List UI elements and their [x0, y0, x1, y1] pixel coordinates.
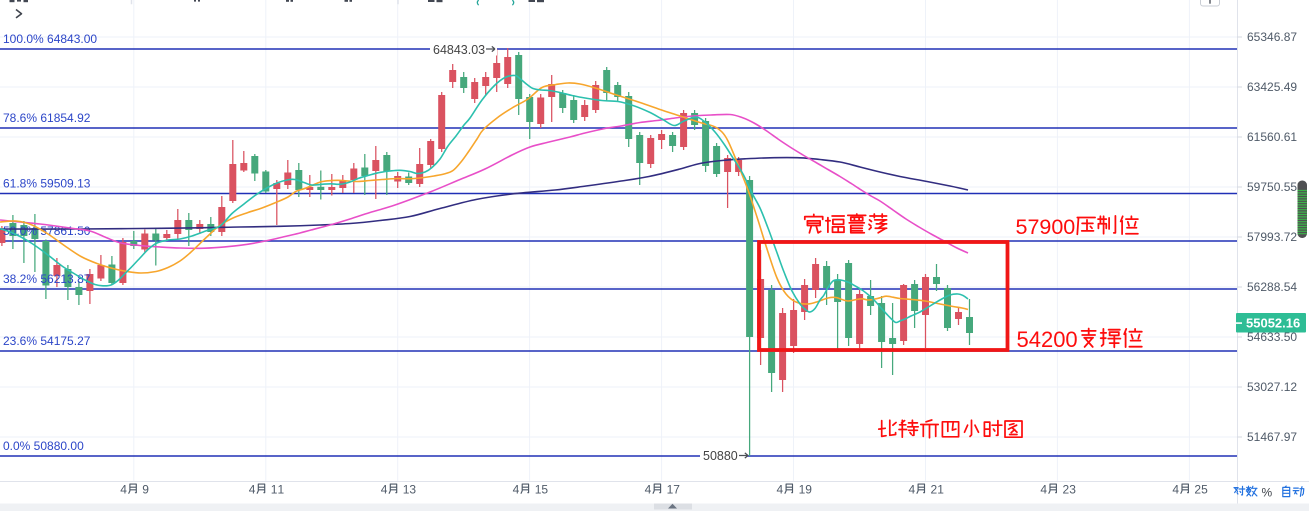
svg-text:1: 1 [937, 483, 944, 497]
svg-text:9: 9 [805, 483, 812, 497]
svg-text:23.6% 54175.27: 23.6% 54175.27 [3, 334, 91, 348]
svg-text:50880: 50880 [703, 449, 738, 463]
svg-text:5: 5 [1017, 327, 1029, 352]
svg-text:4: 4 [1040, 483, 1047, 497]
svg-text:2: 2 [1063, 483, 1070, 497]
svg-text:1: 1 [667, 483, 674, 497]
svg-text:2: 2 [1041, 327, 1053, 352]
svg-text:4: 4 [120, 483, 127, 497]
svg-text:51467.97: 51467.97 [1247, 430, 1297, 444]
svg-text:0: 0 [1053, 327, 1065, 352]
svg-text:63425.49: 63425.49 [1247, 80, 1297, 94]
svg-text:4: 4 [777, 483, 784, 497]
svg-text:1: 1 [271, 483, 278, 497]
svg-text:0: 0 [1063, 215, 1075, 239]
svg-text:7: 7 [673, 483, 680, 497]
svg-text:4: 4 [909, 483, 916, 497]
svg-text:59750.55: 59750.55 [1247, 180, 1297, 194]
svg-text:4: 4 [381, 483, 388, 497]
svg-text:9: 9 [1039, 215, 1051, 239]
svg-text:53027.12: 53027.12 [1247, 380, 1297, 394]
svg-text:0: 0 [1051, 215, 1063, 239]
svg-text:55052.16: 55052.16 [1246, 316, 1300, 331]
svg-text:57993.72: 57993.72 [1247, 230, 1297, 244]
svg-text:%: % [1262, 486, 1273, 500]
svg-text:65346.87: 65346.87 [1247, 30, 1297, 44]
svg-text:50.0% 57861.50: 50.0% 57861.50 [3, 224, 91, 238]
svg-text:9: 9 [142, 483, 149, 497]
svg-text:1: 1 [799, 483, 806, 497]
svg-text:3: 3 [409, 483, 416, 497]
svg-text:38.2% 56213.87: 38.2% 56213.87 [3, 272, 91, 286]
svg-text:5: 5 [541, 483, 548, 497]
svg-text:1: 1 [535, 483, 542, 497]
svg-text:5: 5 [1016, 215, 1028, 239]
svg-text:54633.50: 54633.50 [1247, 330, 1297, 344]
svg-text:61.8% 59509.13: 61.8% 59509.13 [3, 177, 91, 191]
svg-text:64843.03: 64843.03 [433, 43, 485, 57]
svg-text:1: 1 [403, 483, 410, 497]
svg-text:61560.61: 61560.61 [1247, 130, 1297, 144]
svg-text:100.0% 64843.00: 100.0% 64843.00 [3, 32, 97, 46]
svg-text:0: 0 [1065, 327, 1077, 352]
svg-text:4: 4 [645, 483, 652, 497]
svg-text:1: 1 [278, 483, 285, 497]
svg-text:4: 4 [1172, 483, 1179, 497]
svg-text:4: 4 [513, 483, 520, 497]
svg-text:56288.54: 56288.54 [1247, 280, 1297, 294]
svg-text:3: 3 [1069, 483, 1076, 497]
svg-text:4: 4 [249, 483, 256, 497]
svg-text:2: 2 [931, 483, 938, 497]
svg-text:7: 7 [1028, 215, 1040, 239]
svg-text:4: 4 [1029, 327, 1041, 352]
svg-text:5: 5 [1201, 483, 1208, 497]
svg-text:2: 2 [1194, 483, 1201, 497]
svg-text:0.0% 50880.00: 0.0% 50880.00 [3, 439, 84, 453]
svg-text:78.6% 61854.92: 78.6% 61854.92 [3, 111, 91, 125]
